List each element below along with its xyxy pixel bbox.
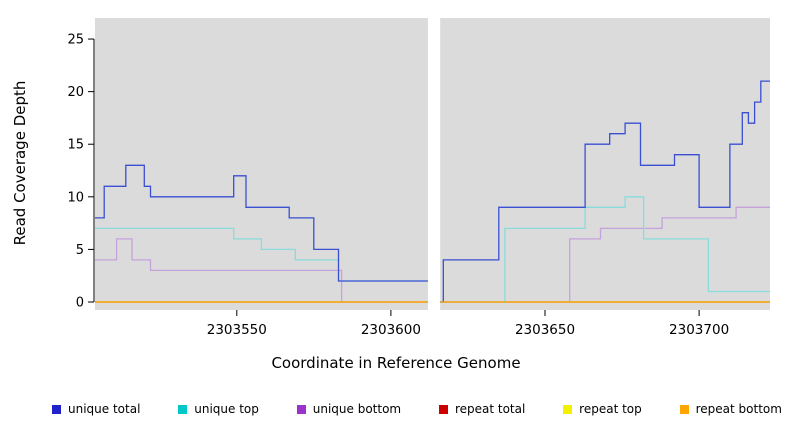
legend-label: unique bottom — [312, 402, 402, 416]
y-tick-label: 15 — [67, 138, 84, 153]
coverage-plot-canvas: 0 5 10 15 20 25 2303550 2303600 2303650 2303700 — [67, 18, 770, 338]
repeat-top-swatch-icon — [563, 404, 573, 414]
legend-label: repeat total — [454, 402, 526, 416]
y-tick-label: 5 — [76, 243, 84, 258]
unique-total-swatch-icon — [52, 404, 61, 414]
legend-item-unique-bottom: unique bottom — [296, 402, 402, 416]
legend-label: repeat bottom — [695, 402, 782, 416]
x-tick-label: 2303700 — [669, 322, 729, 338]
masked-region — [427, 18, 441, 310]
x-tick-label: 2303550 — [207, 322, 267, 338]
unique-total-line — [95, 164, 428, 282]
unique-top-swatch-icon — [178, 404, 188, 414]
legend-item-unique-total: unique total — [52, 402, 140, 416]
unique-bottom-line — [440, 206, 770, 303]
repeat-bottom-swatch-icon — [679, 404, 689, 414]
unique-top-line — [440, 196, 770, 303]
legend-label: unique total — [68, 402, 141, 416]
y-axis-title: Read Coverage Depth — [11, 80, 29, 246]
x-tick-label: 2303600 — [361, 322, 421, 338]
legend-item-repeat-bottom: repeat bottom — [679, 402, 782, 416]
x-tick-label: 2303650 — [515, 322, 575, 338]
legend-item-unique-top: unique top — [178, 402, 259, 416]
y-tick-label: 0 — [76, 296, 84, 311]
legend-label: repeat top — [579, 402, 642, 416]
x-axis-title: Coordinate in Reference Genome — [271, 354, 521, 372]
repeat-total-swatch-icon — [438, 404, 448, 414]
unique-bottom-swatch-icon — [296, 404, 306, 414]
y-tick-label: 25 — [67, 33, 84, 48]
unique-total-line — [440, 80, 770, 303]
legend-label: unique top — [194, 402, 259, 416]
legend: unique total unique top unique bottom repea… — [52, 399, 782, 419]
unique-bottom-line — [95, 238, 428, 303]
y-tick-label: 10 — [67, 190, 84, 205]
y-tick-label: 20 — [67, 85, 84, 100]
legend-item-repeat-total: repeat total — [438, 402, 526, 416]
legend-item-repeat-top: repeat top — [563, 402, 642, 416]
